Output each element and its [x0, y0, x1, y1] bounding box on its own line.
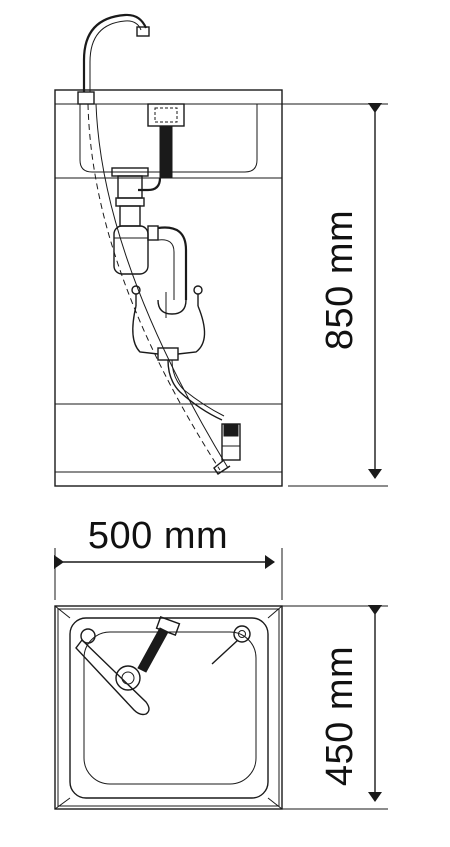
- corner-tl: [54, 605, 71, 619]
- overflow-box-inner: [154, 107, 178, 123]
- overflow-pipe: [159, 125, 173, 179]
- waste-outlet-bend: [157, 299, 187, 315]
- faucet: [77, 13, 150, 105]
- top-view-outline: [54, 605, 283, 810]
- height-dimension: 850 mm: [282, 103, 388, 487]
- knee-valve-cap: [223, 423, 239, 437]
- knee-valve: [213, 423, 241, 475]
- overflow-top-pipe: [137, 627, 169, 673]
- trap-bottle: [113, 225, 149, 275]
- height-label: 850 mm: [319, 210, 361, 350]
- knee-valve-rod: [95, 103, 229, 469]
- valve-top-core: [238, 630, 246, 638]
- valve-top: [211, 625, 251, 665]
- drain-nut: [115, 197, 145, 207]
- overflow-pipe-bend: [138, 177, 162, 192]
- drain-tail: [119, 205, 141, 227]
- drain-top-inner: [121, 671, 135, 685]
- overflow-top: [137, 616, 181, 673]
- hose-to-valve-inner: [171, 359, 225, 417]
- faucet-spout: [82, 13, 148, 92]
- hose-to-valve: [167, 359, 223, 421]
- drain-top: [115, 665, 141, 691]
- valve-top-ring: [233, 625, 251, 643]
- cabinet-outline: [54, 89, 283, 487]
- trap-outlet-pipe: [157, 226, 188, 300]
- valve-top-lever: [211, 639, 239, 665]
- hose-left: [132, 305, 159, 355]
- basin-bowl: [83, 631, 257, 785]
- drain-assembly: [111, 167, 149, 227]
- knee-valve-rod-path: [87, 103, 221, 471]
- bottle-trap: [113, 225, 188, 318]
- corner-bl: [54, 797, 71, 810]
- faucet-spout-inner: [89, 20, 142, 92]
- corner-tr: [267, 605, 283, 619]
- width-label: 500 mm: [88, 515, 228, 557]
- depth-label: 450 mm: [319, 646, 361, 786]
- width-dimension: 500 mm: [54, 515, 283, 600]
- drain-body: [117, 175, 143, 199]
- supply-hoses: [131, 285, 225, 421]
- faucet-aerator: [136, 26, 150, 37]
- knee-valve-lever: [213, 459, 231, 475]
- corner-br: [267, 797, 283, 810]
- front-view: [54, 13, 283, 487]
- supply-valve-right: [193, 285, 203, 295]
- faucet-top: [75, 628, 150, 716]
- hose-right: [177, 305, 206, 355]
- faucet-top-base: [80, 628, 96, 644]
- faucet-base: [77, 91, 95, 105]
- overflow-box: [147, 103, 185, 127]
- top-view: [54, 605, 283, 810]
- depth-dimension: 450 mm: [282, 605, 388, 810]
- top-view-outline-inner: [57, 608, 280, 807]
- trap-outlet-pipe-inner: [157, 239, 175, 300]
- faucet-top-spout: [75, 638, 150, 716]
- trap-outlet-nut: [147, 225, 159, 241]
- basin-rim: [69, 617, 269, 799]
